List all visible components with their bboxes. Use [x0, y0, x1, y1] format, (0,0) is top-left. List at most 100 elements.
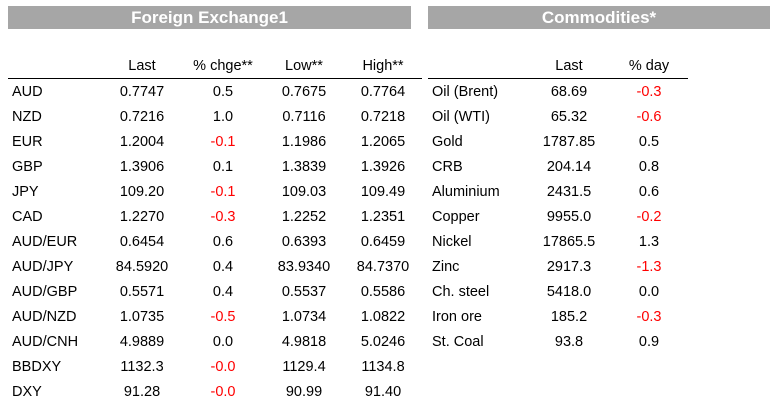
- table-cell: 1.0: [212, 108, 234, 125]
- table-row: Oil (WTI) 65.32 -0.6: [428, 104, 688, 129]
- table-cell: 1.2065: [360, 133, 406, 150]
- table-cell: 0.0: [212, 333, 234, 350]
- row-label: EUR: [12, 133, 43, 150]
- table-cell: 1.3839: [281, 158, 327, 175]
- table-cell: 9955.0: [546, 208, 592, 225]
- table-row: GBP 1.3906 0.1 1.3839 1.3926: [8, 154, 422, 179]
- table-cell: 0.7675: [281, 83, 327, 100]
- table-cell: -0.6: [636, 108, 662, 125]
- row-label: Iron ore: [432, 308, 482, 325]
- row-label: Zinc: [432, 258, 460, 275]
- table-cell: 0.5537: [281, 283, 327, 300]
- row-label: St. Coal: [432, 333, 484, 350]
- row-label: CAD: [12, 208, 43, 225]
- table-cell: 0.7216: [119, 108, 165, 125]
- table-cell: 5.0246: [360, 333, 406, 350]
- table-row: Aluminium 2431.5 0.6: [428, 179, 688, 204]
- table-cell: 5418.0: [546, 283, 592, 300]
- table-row: Gold 1787.85 0.5: [428, 129, 688, 154]
- column-header: % chge**: [193, 58, 253, 74]
- table-cell: 1.1986: [281, 133, 327, 150]
- table-cell: 0.6: [212, 233, 234, 250]
- row-label: Copper: [432, 208, 480, 225]
- row-label: Aluminium: [432, 183, 500, 200]
- table-cell: 4.9889: [119, 333, 165, 350]
- table-cell: -0.3: [636, 308, 662, 325]
- row-label: AUD/JPY: [12, 258, 74, 275]
- column-header: Last: [128, 58, 156, 74]
- table-row: Nickel 17865.5 1.3: [428, 229, 688, 254]
- table-cell: 1.0822: [360, 308, 406, 325]
- column-header: [8, 54, 102, 79]
- row-label: Oil (Brent): [432, 83, 499, 100]
- table-cell: 4.9818: [281, 333, 327, 350]
- table-cell: -0.0: [210, 358, 236, 375]
- table-cell: 0.7764: [360, 83, 406, 100]
- commodities-section-title: Commodities*: [428, 6, 770, 29]
- table-cell: 1.2270: [119, 208, 165, 225]
- row-label: AUD/EUR: [12, 233, 78, 250]
- table-cell: 0.5: [212, 83, 234, 100]
- table-cell: 1787.85: [542, 133, 596, 150]
- table-cell: -0.0: [210, 383, 236, 400]
- table-cell: 0.6459: [360, 233, 406, 250]
- row-label: AUD/GBP: [12, 283, 78, 300]
- table-row: AUD/EUR 0.6454 0.6 0.6393 0.6459: [8, 229, 422, 254]
- table-cell: -1.3: [636, 258, 662, 275]
- row-label: BBDXY: [12, 358, 62, 375]
- fx-table: Last % chge** Low** High** AUD 0.7747 0.5 0.76…: [8, 54, 422, 404]
- table-cell: 0.5571: [119, 283, 165, 300]
- table-cell: 0.8: [638, 158, 660, 175]
- table-cell: 1134.8: [361, 358, 405, 375]
- row-label: DXY: [12, 383, 42, 400]
- table-cell: 0.0: [638, 283, 660, 300]
- table-cell: 91.40: [364, 383, 402, 400]
- table-cell: 84.7370: [356, 258, 410, 275]
- table-row: JPY 109.20 -0.1 109.03 109.49: [8, 179, 422, 204]
- table-cell: 1.0734: [281, 308, 327, 325]
- row-label: Oil (WTI): [432, 108, 490, 125]
- table-cell: 65.32: [550, 108, 588, 125]
- table-cell: 109.03: [281, 183, 327, 200]
- table-cell: -0.1: [210, 183, 236, 200]
- column-header: Last: [555, 58, 583, 74]
- row-label: AUD/CNH: [12, 333, 79, 350]
- table-cell: 2917.3: [546, 258, 592, 275]
- table-cell: 1.2252: [281, 208, 327, 225]
- table-cell: 1.2351: [360, 208, 406, 225]
- table-cell: 68.69: [550, 83, 588, 100]
- table-cell: -0.3: [210, 208, 236, 225]
- table-cell: -0.5: [210, 308, 236, 325]
- commodities-header-row: Last % day: [428, 54, 688, 79]
- table-row: BBDXY 1132.3 -0.0 1129.4 1134.8: [8, 354, 422, 379]
- table-row: Zinc 2917.3 -1.3: [428, 254, 688, 279]
- table-row: CRB 204.14 0.8: [428, 154, 688, 179]
- table-cell: 0.5: [638, 133, 660, 150]
- table-cell: 0.9: [638, 333, 660, 350]
- table-cell: 83.9340: [277, 258, 331, 275]
- column-header: % day: [628, 58, 670, 74]
- table-cell: 204.14: [546, 158, 592, 175]
- table-cell: 93.8: [554, 333, 584, 350]
- table-row: Ch. steel 5418.0 0.0: [428, 279, 688, 304]
- table-cell: 109.49: [360, 183, 406, 200]
- table-cell: 109.20: [119, 183, 165, 200]
- table-row: Oil (Brent) 68.69 -0.3: [428, 79, 688, 105]
- column-header: High**: [362, 58, 404, 74]
- commodities-table: Last % day Oil (Brent) 68.69 -0.3 Oil (WTI) 6…: [428, 54, 688, 354]
- row-label: GBP: [12, 158, 43, 175]
- table-row: AUD/CNH 4.9889 0.0 4.9818 5.0246: [8, 329, 422, 354]
- table-cell: 0.6: [638, 183, 660, 200]
- table-cell: 0.5586: [360, 283, 406, 300]
- row-label: Nickel: [432, 233, 472, 250]
- table-cell: -0.1: [210, 133, 236, 150]
- table-cell: 0.7116: [282, 108, 326, 125]
- table-cell: 1.2004: [119, 133, 165, 150]
- table-row: DXY 91.28 -0.0 90.99 91.40: [8, 379, 422, 404]
- table-row: CAD 1.2270 -0.3 1.2252 1.2351: [8, 204, 422, 229]
- table-cell: 1.0735: [119, 308, 165, 325]
- fx-header-row: Last % chge** Low** High**: [8, 54, 422, 79]
- column-header: [428, 54, 528, 79]
- row-label: Ch. steel: [432, 283, 490, 300]
- row-label: AUD/NZD: [12, 308, 77, 325]
